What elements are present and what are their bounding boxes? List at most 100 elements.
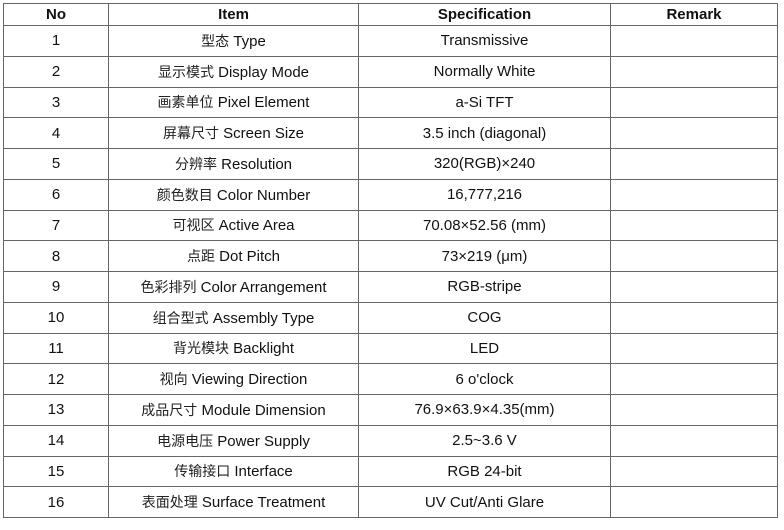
header-specification: Specification <box>358 3 611 26</box>
cell-remark <box>610 55 778 88</box>
table-row: 10 组合型式 Assembly Type COG <box>3 301 778 334</box>
item-english: Interface <box>234 463 293 481</box>
cell-item: 可视区 Active Area <box>108 209 359 242</box>
cell-remark <box>610 394 778 426</box>
cell-no: 10 <box>3 301 109 334</box>
cell-remark <box>610 25 778 57</box>
item-english: Power Supply <box>217 432 310 450</box>
item-english: Resolution <box>221 155 293 173</box>
cell-remark <box>610 271 778 303</box>
cell-remark <box>610 117 778 149</box>
cell-no: 2 <box>3 55 109 88</box>
cell-no: 8 <box>3 240 109 272</box>
cell-specification: UV Cut/Anti Glare <box>358 486 611 518</box>
cell-specification: 70.08×52.56 (mm) <box>358 209 611 242</box>
table-row: 9 色彩排列 Color Arrangement RGB-stripe <box>3 271 778 303</box>
cell-item: 表面处理 Surface Treatment <box>108 486 359 518</box>
cell-remark <box>610 178 778 211</box>
table-row: 4 屏幕尺寸 Screen Size 3.5 inch (diagonal) <box>3 117 778 149</box>
cell-item: 色彩排列 Color Arrangement <box>108 271 359 303</box>
cell-item: 颜色数目 Color Number <box>108 178 359 211</box>
table-row: 2 显示模式 Display Mode Normally White <box>3 55 778 88</box>
cell-no: 1 <box>3 25 109 57</box>
cell-no: 4 <box>3 117 109 149</box>
item-english: Display Mode <box>218 63 310 81</box>
specification-table: No Item Specification Remark 1 型态 Type Tra… <box>3 3 778 518</box>
item-chinese: 点距 <box>186 249 215 266</box>
cell-remark <box>610 240 778 272</box>
cell-specification: RGB 24-bit <box>358 455 611 488</box>
cell-no: 16 <box>3 486 109 518</box>
table-row: 5 分辨率 Resolution 320(RGB)×240 <box>3 148 778 180</box>
header-remark: Remark <box>610 3 778 26</box>
item-chinese: 组合型式 <box>152 310 209 327</box>
item-chinese: 颜色数目 <box>156 187 213 204</box>
cell-specification: 73×219 (μm) <box>358 240 611 272</box>
item-chinese: 色彩排列 <box>140 279 197 296</box>
cell-no: 6 <box>3 178 109 211</box>
item-english: Assembly Type <box>212 309 315 327</box>
cell-remark <box>610 363 778 395</box>
cell-no: 12 <box>3 363 109 395</box>
item-chinese: 型态 <box>201 33 230 50</box>
cell-item: 点距 Dot Pitch <box>108 240 359 272</box>
cell-no: 14 <box>3 424 109 457</box>
cell-item: 电源电压 Power Supply <box>108 424 359 457</box>
cell-item: 背光模块 Backlight <box>108 332 359 365</box>
cell-specification: Transmissive <box>358 25 611 57</box>
cell-remark <box>610 148 778 180</box>
cell-remark <box>610 209 778 242</box>
cell-item: 成品尺寸 Module Dimension <box>108 394 359 426</box>
cell-remark <box>610 486 778 518</box>
item-chinese: 屏幕尺寸 <box>162 126 219 143</box>
table-row: 13 成品尺寸 Module Dimension 76.9×63.9×4.35(mm… <box>3 394 778 426</box>
cell-no: 5 <box>3 148 109 180</box>
table-row: 15 传输接口 Interface RGB 24-bit <box>3 455 778 488</box>
cell-item: 组合型式 Assembly Type <box>108 301 359 334</box>
cell-remark <box>610 424 778 457</box>
item-chinese: 视向 <box>159 372 188 389</box>
item-english: Color Arrangement <box>200 278 327 296</box>
cell-item: 画素单位 Pixel Element <box>108 86 359 119</box>
cell-specification: RGB-stripe <box>358 271 611 303</box>
table-row: 16 表面处理 Surface Treatment UV Cut/Anti Glar… <box>3 486 778 518</box>
table-row: 3 画素单位 Pixel Element a-Si TFT <box>3 86 778 119</box>
cell-no: 13 <box>3 394 109 426</box>
cell-item: 显示模式 Display Mode <box>108 55 359 88</box>
cell-specification: Normally White <box>358 55 611 88</box>
cell-specification: a-Si TFT <box>358 86 611 119</box>
item-chinese: 可视区 <box>172 218 215 235</box>
item-chinese: 电源电压 <box>157 433 214 450</box>
cell-no: 9 <box>3 271 109 303</box>
table-row: 1 型态 Type Transmissive <box>3 25 778 57</box>
cell-no: 3 <box>3 86 109 119</box>
item-english: Color Number <box>216 186 311 204</box>
item-english: Type <box>233 32 266 50</box>
item-chinese: 画素单位 <box>157 95 214 112</box>
item-chinese: 表面处理 <box>141 495 198 512</box>
cell-specification: COG <box>358 301 611 334</box>
cell-no: 7 <box>3 209 109 242</box>
item-english: Pixel Element <box>217 94 310 112</box>
table-row: 7 可视区 Active Area 70.08×52.56 (mm) <box>3 209 778 242</box>
header-no: No <box>3 3 109 26</box>
cell-item: 传输接口 Interface <box>108 455 359 488</box>
item-english: Viewing Direction <box>191 371 308 389</box>
cell-specification: LED <box>358 332 611 365</box>
cell-item: 屏幕尺寸 Screen Size <box>108 117 359 149</box>
table-row: 12 视向 Viewing Direction 6 o'clock <box>3 363 778 395</box>
item-chinese: 成品尺寸 <box>141 402 198 419</box>
cell-item: 分辨率 Resolution <box>108 148 359 180</box>
header-item: Item <box>108 3 359 26</box>
item-chinese: 分辨率 <box>174 156 217 173</box>
table-row: 14 电源电压 Power Supply 2.5~3.6 V <box>3 424 778 457</box>
cell-no: 15 <box>3 455 109 488</box>
cell-item: 视向 Viewing Direction <box>108 363 359 395</box>
cell-specification: 2.5~3.6 V <box>358 424 611 457</box>
cell-item: 型态 Type <box>108 25 359 57</box>
item-english: Surface Treatment <box>201 494 326 512</box>
cell-remark <box>610 332 778 365</box>
item-chinese: 显示模式 <box>157 64 214 81</box>
cell-specification: 3.5 inch (diagonal) <box>358 117 611 149</box>
cell-specification: 320(RGB)×240 <box>358 148 611 180</box>
